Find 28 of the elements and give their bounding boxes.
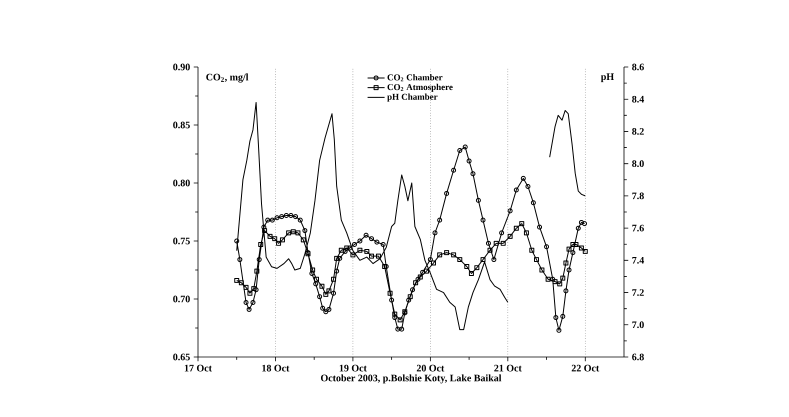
y2-axis-title: pH <box>600 73 614 82</box>
y-tick-label: 0.75 <box>173 238 190 244</box>
x-tick-label: 20 Oct <box>416 364 444 372</box>
legend-label: CO$_{2}$ Atmosphere <box>388 84 453 92</box>
legend-label: CO$_{2}$ Chamber <box>388 74 442 82</box>
x-tick-label: 19 Oct <box>340 364 367 372</box>
x-tick-label: 18 Oct <box>262 364 290 372</box>
y-tick-label: 0.90 <box>173 64 190 70</box>
x-tick-label: 21 Oct <box>494 364 522 372</box>
y2-tick-label: 7.8 <box>632 192 644 200</box>
y2-tick-label: 8.2 <box>632 128 644 135</box>
y2-tick-label: 7.6 <box>632 224 644 232</box>
x-tick-label: 17 Oct <box>184 364 212 372</box>
y2-tick-label: 8.6 <box>632 64 644 70</box>
y-tick-label: 0.80 <box>173 180 190 186</box>
y-tick-label: 0.65 <box>173 354 190 360</box>
x-tick-label: 22 Oct <box>572 364 600 372</box>
y2-tick-label: 8.4 <box>632 96 644 103</box>
y-tick-label: 0.85 <box>173 122 190 128</box>
x-axis-title: October 2003, p.Bolshie Koty, Lake Baikal <box>320 374 502 384</box>
y-tick-label: 0.70 <box>173 296 190 302</box>
y2-tick-label: 6.8 <box>632 354 644 360</box>
y2-tick-label: 7.4 <box>632 256 644 264</box>
legend-label: pH Chamber <box>387 94 438 102</box>
y2-tick-label: 7.0 <box>632 321 644 328</box>
y2-tick-label: 7.2 <box>632 289 644 296</box>
y2-tick-label: 8.0 <box>632 160 644 168</box>
y-axis-title: CO$_{2}$, mg/l <box>206 73 248 83</box>
